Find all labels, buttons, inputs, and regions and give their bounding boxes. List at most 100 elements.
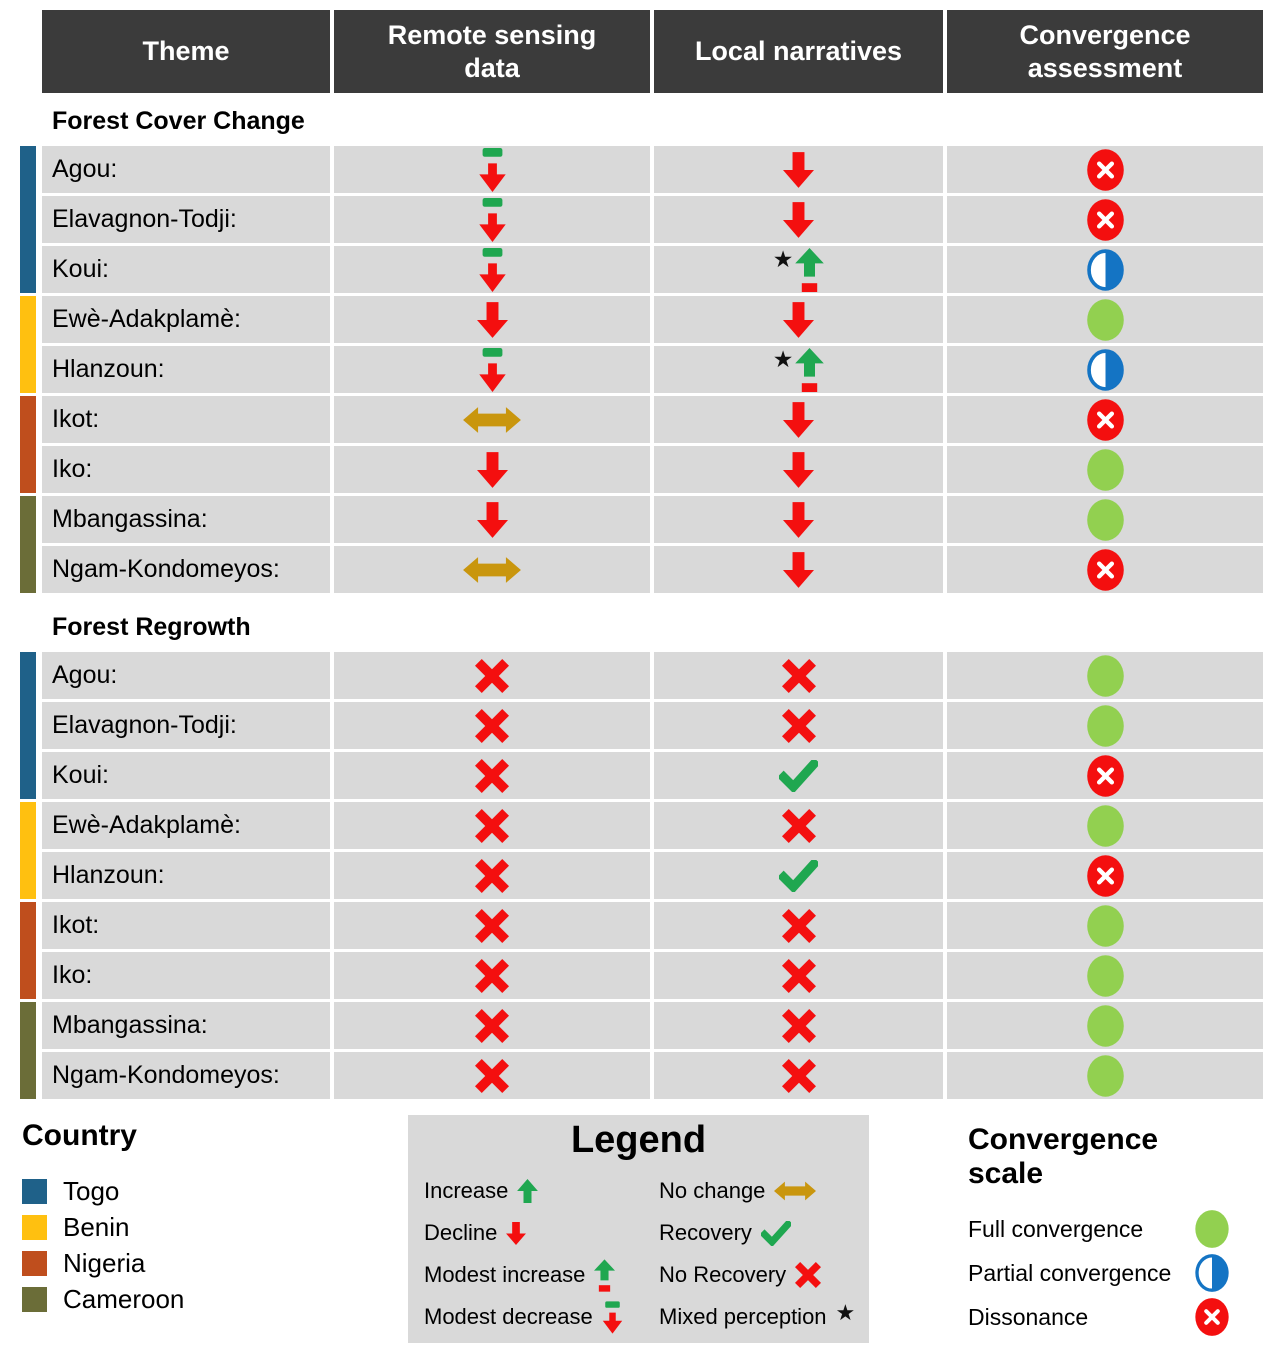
legend-item-label: Modest decrease (424, 1304, 593, 1329)
column-header-remote-sensing-label: Remote sensing data (387, 19, 597, 83)
table-row: Mbangassina: (20, 496, 1280, 546)
country-legend-item: Cameroon (22, 1281, 184, 1317)
convergence-cell (947, 546, 1263, 593)
narrative-icon-group: ★ (773, 347, 825, 392)
dissonance-icon (1086, 548, 1125, 592)
recovery-icon (779, 759, 818, 792)
column-header-convergence: Convergence assessment (947, 10, 1263, 93)
section-rows: Agou: Elavagnon-Todji: Koui: ★ Ewè-Adakplamè… (20, 146, 1280, 593)
modest-increase-icon (594, 1258, 616, 1292)
row-cells: Koui: ★ (42, 246, 1263, 293)
local-narrative-cell (654, 446, 943, 493)
legend-item: Modest increase (424, 1258, 659, 1292)
local-narrative-cell (654, 296, 943, 343)
country-bar (20, 546, 36, 593)
country-legend-item: Togo (22, 1173, 184, 1209)
village-label: Ikot: (52, 911, 100, 939)
convergence-scale-title: Convergence scale (968, 1123, 1159, 1190)
remote-sensing-cell (334, 446, 650, 493)
theme-cell: Mbangassina: (42, 1002, 330, 1049)
no-recovery-icon (781, 908, 816, 943)
country-bar (20, 296, 36, 346)
country-legend-items: Togo Benin Nigeria Cameroon (22, 1173, 184, 1317)
convergence-cell (947, 296, 1263, 343)
country-bar (20, 752, 36, 799)
partial-icon (1194, 1253, 1230, 1293)
decline-icon (783, 401, 814, 438)
narrative-icon-group (781, 908, 816, 943)
village-label: Ewè-Adakplamè: (52, 811, 241, 839)
full-icon (1194, 1209, 1230, 1249)
table-row: Elavagnon-Todji: (20, 196, 1280, 246)
dissonance-icon (1086, 398, 1125, 442)
country-legend: Country Togo Benin Nigeria Cameroon (22, 1119, 184, 1317)
country-swatch (22, 1214, 47, 1240)
increase-icon (517, 1179, 539, 1203)
full-icon (1086, 1054, 1125, 1098)
row-cells: Koui: (42, 752, 1263, 799)
table-row: Ikot: (20, 902, 1280, 952)
remote-sensing-cell (334, 246, 650, 293)
country-swatch (22, 1286, 47, 1312)
local-narrative-cell (654, 396, 943, 443)
no-recovery-icon (781, 708, 816, 743)
narrative-icon-group (783, 501, 814, 538)
table-row: Hlanzoun: (20, 852, 1280, 899)
theme-cell: Ewè-Adakplamè: (42, 296, 330, 343)
row-cells: Agou: (42, 146, 1263, 193)
symbol-legend-title: Legend (570, 1119, 707, 1161)
decline-icon (783, 501, 814, 538)
row-cells: Mbangassina: (42, 496, 1263, 543)
convergence-cell (947, 802, 1263, 849)
country-bar (20, 396, 36, 446)
full-icon (1086, 804, 1125, 848)
modest-decrease-icon (478, 197, 507, 242)
village-label: Iko: (52, 455, 93, 483)
village-label: Ewè-Adakplamè: (52, 305, 241, 333)
narrative-icon-group (783, 401, 814, 438)
row-cells: Ewè-Adakplamè: (42, 296, 1263, 343)
theme-cell: Agou: (42, 146, 330, 193)
dissonance-icon (1086, 754, 1125, 798)
partial-icon (1086, 348, 1125, 392)
no-recovery-icon (475, 758, 509, 793)
remote-sensing-cell (334, 702, 650, 749)
no-change-icon (463, 555, 521, 585)
theme-cell: Ngam-Kondomeyos: (42, 546, 330, 593)
no-recovery-icon (475, 958, 509, 993)
modest-decrease-icon (478, 147, 507, 192)
recovery-icon (760, 1220, 791, 1246)
country-legend-item: Nigeria (22, 1245, 184, 1281)
row-cells: Agou: (42, 652, 1263, 699)
table-body: Forest Cover Change Agou: Elavagnon-Todji:… (0, 105, 1280, 1099)
village-label: Ngam-Kondomeyos: (52, 1061, 280, 1089)
remote-sensing-cell (334, 952, 650, 999)
convergence-scale-label: Dissonance (968, 1303, 1089, 1330)
theme-cell: Ngam-Kondomeyos: (42, 1052, 330, 1099)
convergence-scale-item: Partial convergence (968, 1251, 1230, 1295)
row-cells: Elavagnon-Todji: (42, 196, 1263, 243)
remote-sensing-cell (334, 752, 650, 799)
country-bar (20, 852, 36, 899)
table-header: Theme Remote sensing data Local narrativ… (42, 10, 1263, 93)
no-recovery-icon (475, 658, 509, 693)
section-title: Forest Regrowth (52, 613, 251, 641)
decline-icon (783, 301, 814, 338)
symbol-legend-items: Increase No change Decline Recovery Modest i… (424, 1176, 869, 1334)
convergence-cell (947, 446, 1263, 493)
modest-increase-icon (795, 347, 825, 392)
narrative-icon-group: ★ (773, 247, 825, 292)
convergence-cell (947, 346, 1263, 393)
local-narrative-cell (654, 1052, 943, 1099)
local-narrative-cell: ★ (654, 246, 943, 293)
theme-cell: Agou: (42, 652, 330, 699)
country-bar (20, 902, 36, 952)
remote-sensing-cell (334, 546, 650, 593)
full-icon (1086, 954, 1125, 998)
convergence-cell (947, 1002, 1263, 1049)
theme-cell: Mbangassina: (42, 496, 330, 543)
decline-icon (783, 551, 814, 588)
narrative-icon-group (779, 759, 818, 792)
convergence-scale-legend: Convergence scale Full convergence Partia… (968, 1123, 1230, 1339)
full-icon (1086, 498, 1125, 542)
